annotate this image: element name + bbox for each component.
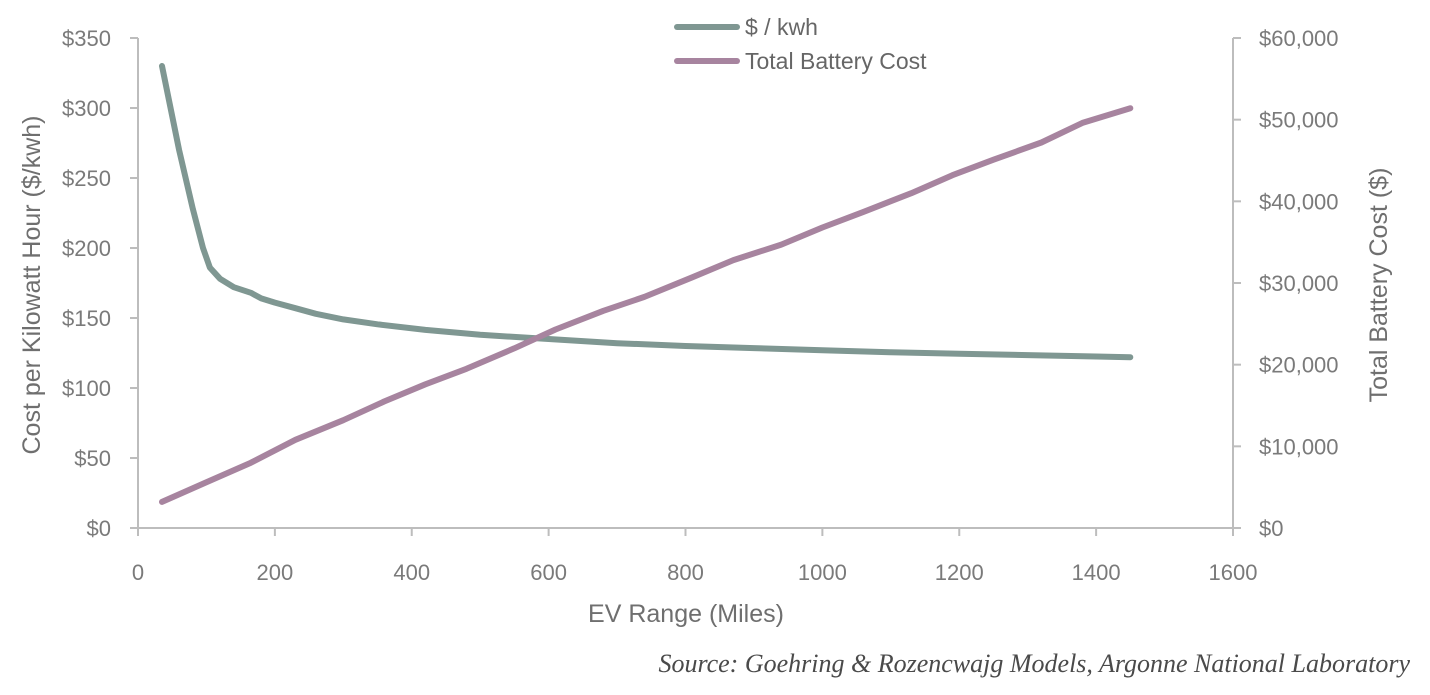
right-y-tick-label: $30,000	[1259, 271, 1339, 296]
left-y-tick-group: $0 $50 $100 $150 $200 $250 $300 $350	[62, 26, 138, 541]
left-y-tick-label: $200	[62, 236, 111, 261]
x-tick-group: 0 200 400 600 800 1000 1200 1400 1600	[132, 528, 1258, 585]
x-tick-label: 800	[667, 560, 704, 585]
left-y-tick-label: $100	[62, 376, 111, 401]
left-y-tick-label: $50	[74, 446, 111, 471]
left-y-axis-title: Cost per Kilowatt Hour ($/kwh)	[18, 115, 46, 454]
legend-label-total: Total Battery Cost	[745, 48, 927, 74]
series-line-cost-per-kwh	[159, 63, 1134, 361]
source-note: Source: Goehring & Rozencwajg Models, Ar…	[658, 649, 1410, 678]
left-y-tick-label: $350	[62, 26, 111, 51]
right-y-tick-label: $10,000	[1259, 434, 1339, 459]
x-tick-label: 1400	[1072, 560, 1121, 585]
right-y-tick-label: $50,000	[1259, 108, 1339, 133]
x-tick-label: 600	[530, 560, 567, 585]
x-tick-label: 1000	[798, 560, 847, 585]
right-y-tick-label: $0	[1259, 516, 1283, 541]
x-axis-title: EV Range (Miles)	[588, 600, 784, 628]
x-tick-label: 1600	[1209, 560, 1258, 585]
left-y-tick-label: $250	[62, 166, 111, 191]
x-tick-label: 1200	[935, 560, 984, 585]
left-y-tick-label: $0	[87, 516, 111, 541]
x-tick-label: 400	[393, 560, 430, 585]
legend-label-kwh: $ / kwh	[745, 14, 818, 40]
legend: $ / kwh Total Battery Cost	[674, 14, 927, 74]
right-y-tick-label: $40,000	[1259, 189, 1339, 214]
left-y-tick-label: $300	[62, 96, 111, 121]
x-tick-label: 200	[257, 560, 294, 585]
series-line-total-battery-cost	[159, 105, 1134, 505]
series-group	[159, 63, 1134, 505]
right-y-tick-group: $0 $10,000 $20,000 $30,000 $40,000 $50,000 $60…	[1233, 26, 1339, 541]
right-y-axis-title: Total Battery Cost ($)	[1365, 168, 1393, 403]
right-y-tick-label: $20,000	[1259, 353, 1339, 378]
x-tick-label: 0	[132, 560, 144, 585]
right-y-tick-label: $60,000	[1259, 26, 1339, 51]
left-y-tick-label: $150	[62, 306, 111, 331]
